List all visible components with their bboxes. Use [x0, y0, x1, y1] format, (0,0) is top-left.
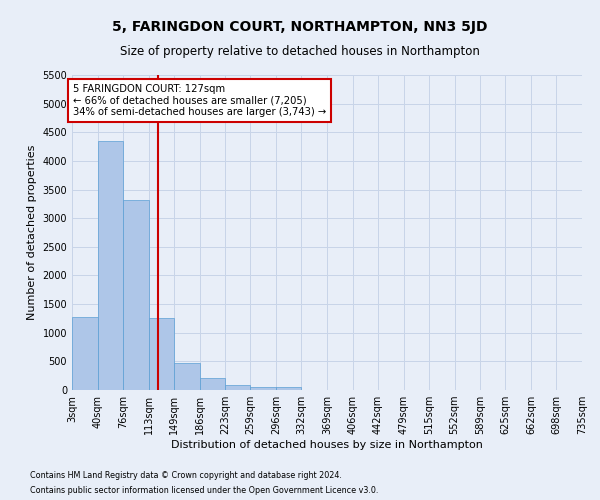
Text: 5, FARINGDON COURT, NORTHAMPTON, NN3 5JD: 5, FARINGDON COURT, NORTHAMPTON, NN3 5JD [112, 20, 488, 34]
Text: Contains public sector information licensed under the Open Government Licence v3: Contains public sector information licen… [30, 486, 379, 495]
Bar [72, 318, 98, 390]
Text: Contains HM Land Registry data © Crown copyright and database right 2024.: Contains HM Land Registry data © Crown c… [30, 471, 342, 480]
X-axis label: Distribution of detached houses by size in Northampton: Distribution of detached houses by size … [171, 440, 483, 450]
Text: 5 FARINGDON COURT: 127sqm
← 66% of detached houses are smaller (7,205)
34% of se: 5 FARINGDON COURT: 127sqm ← 66% of detac… [73, 84, 326, 117]
Bar [250, 387, 276, 390]
Bar [123, 200, 149, 390]
Bar [174, 362, 199, 390]
Bar [98, 141, 123, 390]
Bar [199, 378, 225, 390]
Y-axis label: Number of detached properties: Number of detached properties [27, 145, 37, 320]
Bar [276, 387, 301, 390]
Bar [225, 385, 250, 390]
Text: Size of property relative to detached houses in Northampton: Size of property relative to detached ho… [120, 45, 480, 58]
Bar [149, 318, 174, 390]
